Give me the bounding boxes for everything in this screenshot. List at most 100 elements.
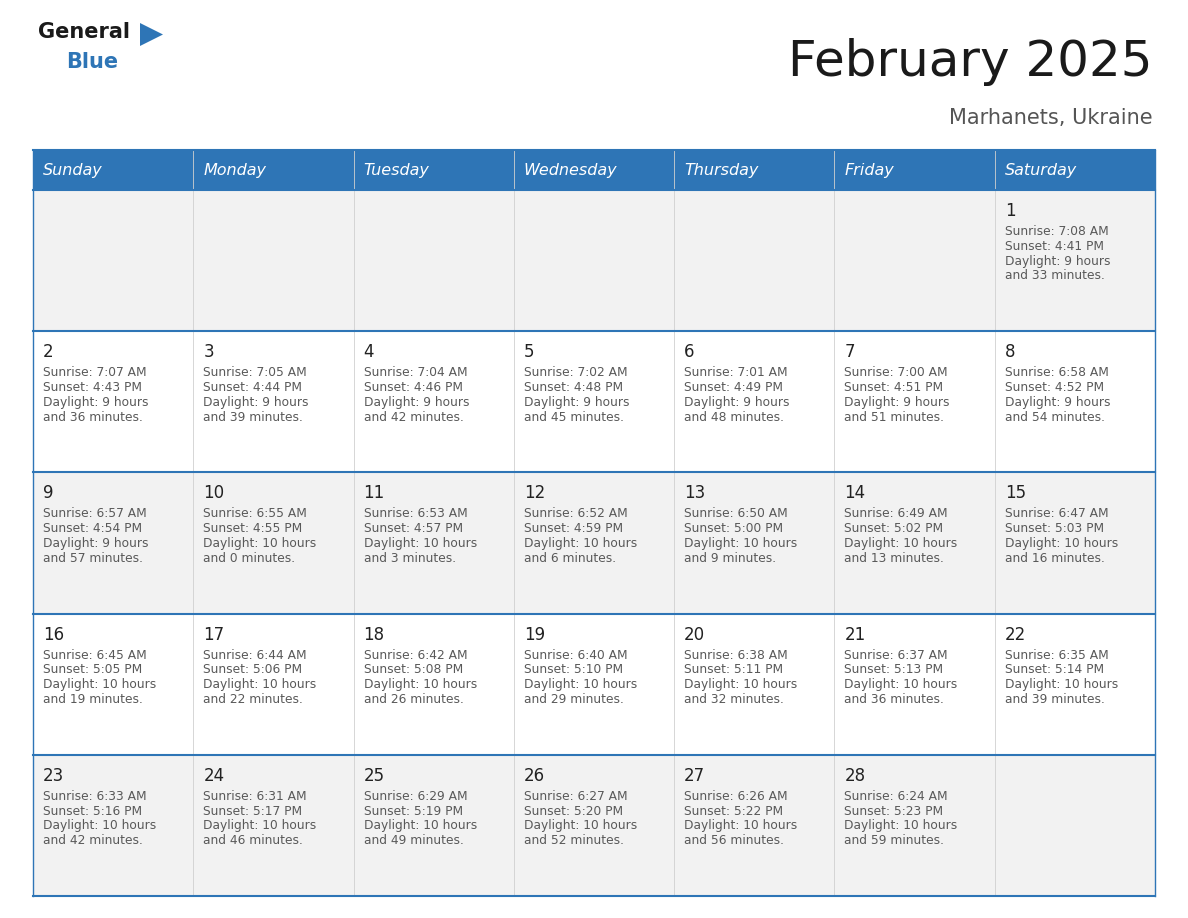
Text: Daylight: 10 hours: Daylight: 10 hours: [203, 537, 316, 550]
Text: Blue: Blue: [67, 52, 118, 72]
Text: Daylight: 10 hours: Daylight: 10 hours: [684, 820, 797, 833]
Text: Sunrise: 6:47 AM: Sunrise: 6:47 AM: [1005, 508, 1108, 521]
Text: Sunset: 5:17 PM: Sunset: 5:17 PM: [203, 804, 303, 818]
Text: 26: 26: [524, 767, 545, 785]
Text: Sunrise: 6:52 AM: Sunrise: 6:52 AM: [524, 508, 627, 521]
Text: Sunrise: 6:55 AM: Sunrise: 6:55 AM: [203, 508, 308, 521]
Text: Sunrise: 6:50 AM: Sunrise: 6:50 AM: [684, 508, 788, 521]
Text: Daylight: 10 hours: Daylight: 10 hours: [524, 537, 637, 550]
Text: and 52 minutes.: and 52 minutes.: [524, 834, 624, 847]
Text: and 59 minutes.: and 59 minutes.: [845, 834, 944, 847]
Text: Sunrise: 7:08 AM: Sunrise: 7:08 AM: [1005, 225, 1108, 238]
Text: Sunrise: 7:01 AM: Sunrise: 7:01 AM: [684, 366, 788, 379]
Text: 19: 19: [524, 625, 545, 644]
Text: Sunday: Sunday: [43, 162, 102, 177]
Text: Sunset: 5:19 PM: Sunset: 5:19 PM: [364, 804, 462, 818]
Text: Daylight: 10 hours: Daylight: 10 hours: [845, 820, 958, 833]
Text: Sunset: 4:51 PM: Sunset: 4:51 PM: [845, 381, 943, 394]
Text: 22: 22: [1005, 625, 1026, 644]
Text: Sunset: 5:03 PM: Sunset: 5:03 PM: [1005, 522, 1104, 535]
Text: Daylight: 9 hours: Daylight: 9 hours: [43, 396, 148, 409]
Text: 25: 25: [364, 767, 385, 785]
Text: Monday: Monday: [203, 162, 266, 177]
Text: Daylight: 10 hours: Daylight: 10 hours: [364, 678, 476, 691]
Bar: [33, 613, 1155, 755]
Text: Sunset: 4:55 PM: Sunset: 4:55 PM: [203, 522, 303, 535]
Text: Sunrise: 7:00 AM: Sunrise: 7:00 AM: [845, 366, 948, 379]
Text: Daylight: 10 hours: Daylight: 10 hours: [43, 820, 157, 833]
Text: and 51 minutes.: and 51 minutes.: [845, 410, 944, 423]
Text: Sunrise: 6:58 AM: Sunrise: 6:58 AM: [1005, 366, 1108, 379]
Text: 8: 8: [1005, 343, 1016, 361]
Text: Daylight: 10 hours: Daylight: 10 hours: [684, 537, 797, 550]
Text: and 29 minutes.: and 29 minutes.: [524, 693, 624, 706]
Text: Sunset: 4:57 PM: Sunset: 4:57 PM: [364, 522, 462, 535]
Text: Daylight: 10 hours: Daylight: 10 hours: [524, 678, 637, 691]
Bar: [33, 473, 1155, 613]
Bar: [33, 190, 1155, 331]
Text: Daylight: 10 hours: Daylight: 10 hours: [524, 820, 637, 833]
Text: Sunset: 5:10 PM: Sunset: 5:10 PM: [524, 664, 623, 677]
Text: Sunrise: 6:53 AM: Sunrise: 6:53 AM: [364, 508, 467, 521]
Text: Sunrise: 7:05 AM: Sunrise: 7:05 AM: [203, 366, 307, 379]
Text: 9: 9: [43, 485, 53, 502]
Text: 15: 15: [1005, 485, 1026, 502]
Text: 3: 3: [203, 343, 214, 361]
Text: and 42 minutes.: and 42 minutes.: [43, 834, 143, 847]
Text: Sunset: 4:54 PM: Sunset: 4:54 PM: [43, 522, 143, 535]
Text: Sunset: 4:43 PM: Sunset: 4:43 PM: [43, 381, 143, 394]
Text: Daylight: 9 hours: Daylight: 9 hours: [845, 396, 950, 409]
Text: Daylight: 9 hours: Daylight: 9 hours: [684, 396, 790, 409]
Text: and 48 minutes.: and 48 minutes.: [684, 410, 784, 423]
Text: and 45 minutes.: and 45 minutes.: [524, 410, 624, 423]
Text: 2: 2: [43, 343, 53, 361]
Text: 17: 17: [203, 625, 225, 644]
Text: and 54 minutes.: and 54 minutes.: [1005, 410, 1105, 423]
Text: and 36 minutes.: and 36 minutes.: [43, 410, 143, 423]
Text: Sunset: 4:49 PM: Sunset: 4:49 PM: [684, 381, 783, 394]
Text: Sunset: 5:06 PM: Sunset: 5:06 PM: [203, 664, 303, 677]
Text: Sunrise: 7:02 AM: Sunrise: 7:02 AM: [524, 366, 627, 379]
Text: 14: 14: [845, 485, 866, 502]
Text: Daylight: 10 hours: Daylight: 10 hours: [845, 537, 958, 550]
Text: Sunset: 4:41 PM: Sunset: 4:41 PM: [1005, 240, 1104, 252]
Text: Sunset: 5:16 PM: Sunset: 5:16 PM: [43, 804, 143, 818]
Text: and 46 minutes.: and 46 minutes.: [203, 834, 303, 847]
Text: Daylight: 10 hours: Daylight: 10 hours: [684, 678, 797, 691]
Text: Daylight: 10 hours: Daylight: 10 hours: [1005, 537, 1118, 550]
Text: 20: 20: [684, 625, 706, 644]
Text: February 2025: February 2025: [789, 38, 1154, 86]
Text: Daylight: 9 hours: Daylight: 9 hours: [43, 537, 148, 550]
Text: Daylight: 10 hours: Daylight: 10 hours: [203, 678, 316, 691]
Text: 4: 4: [364, 343, 374, 361]
Text: Thursday: Thursday: [684, 162, 758, 177]
Text: Sunrise: 6:35 AM: Sunrise: 6:35 AM: [1005, 649, 1108, 662]
Text: and 56 minutes.: and 56 minutes.: [684, 834, 784, 847]
Text: and 6 minutes.: and 6 minutes.: [524, 552, 617, 565]
Text: and 33 minutes.: and 33 minutes.: [1005, 269, 1105, 283]
Bar: [33, 150, 1155, 190]
Text: Sunrise: 6:57 AM: Sunrise: 6:57 AM: [43, 508, 147, 521]
Text: Daylight: 10 hours: Daylight: 10 hours: [845, 678, 958, 691]
Text: and 22 minutes.: and 22 minutes.: [203, 693, 303, 706]
Text: 23: 23: [43, 767, 64, 785]
Text: Daylight: 10 hours: Daylight: 10 hours: [43, 678, 157, 691]
Text: Sunrise: 6:40 AM: Sunrise: 6:40 AM: [524, 649, 627, 662]
Text: Marhanets, Ukraine: Marhanets, Ukraine: [949, 108, 1154, 128]
Text: 27: 27: [684, 767, 706, 785]
Text: 5: 5: [524, 343, 535, 361]
Text: Daylight: 10 hours: Daylight: 10 hours: [364, 537, 476, 550]
Text: 11: 11: [364, 485, 385, 502]
Text: and 57 minutes.: and 57 minutes.: [43, 552, 143, 565]
Text: Daylight: 9 hours: Daylight: 9 hours: [1005, 254, 1111, 268]
Text: Daylight: 9 hours: Daylight: 9 hours: [524, 396, 630, 409]
Text: Wednesday: Wednesday: [524, 162, 618, 177]
Bar: [33, 755, 1155, 896]
Text: 13: 13: [684, 485, 706, 502]
Text: and 42 minutes.: and 42 minutes.: [364, 410, 463, 423]
Text: and 13 minutes.: and 13 minutes.: [845, 552, 944, 565]
Text: Sunset: 5:08 PM: Sunset: 5:08 PM: [364, 664, 463, 677]
Text: Sunset: 5:23 PM: Sunset: 5:23 PM: [845, 804, 943, 818]
Text: Sunset: 4:44 PM: Sunset: 4:44 PM: [203, 381, 302, 394]
Text: 18: 18: [364, 625, 385, 644]
